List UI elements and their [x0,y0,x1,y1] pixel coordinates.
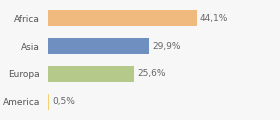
Text: 29,9%: 29,9% [152,42,181,51]
Bar [48,94,50,110]
Bar [48,10,197,26]
Text: 44,1%: 44,1% [200,14,228,23]
Text: 0,5%: 0,5% [53,97,76,106]
Bar [48,66,134,82]
Text: 25,6%: 25,6% [137,69,166,78]
Bar [48,38,149,54]
